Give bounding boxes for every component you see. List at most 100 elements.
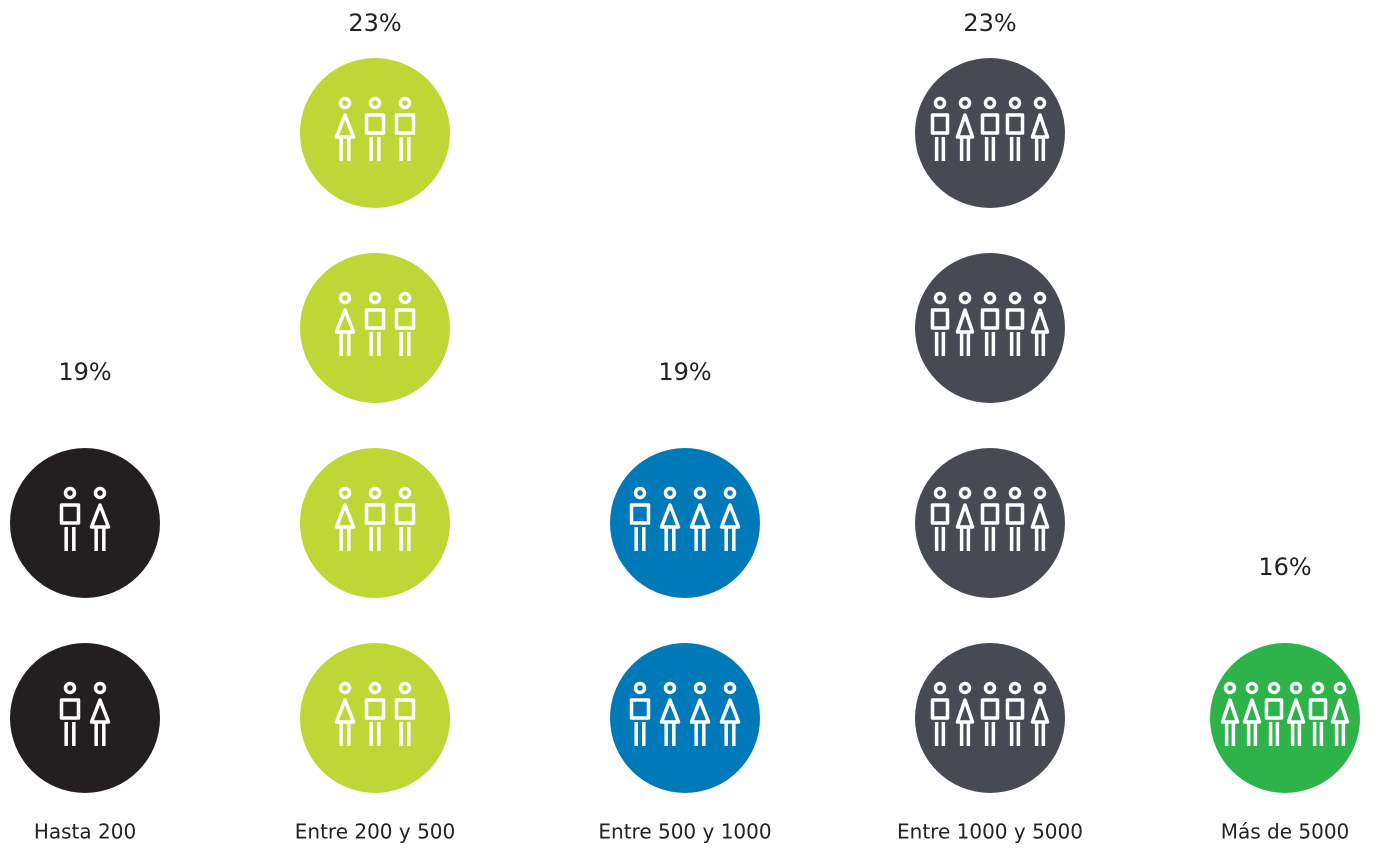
figure-legs: [1034, 722, 1046, 746]
figure-legs: [369, 332, 381, 356]
figure-legs: [64, 527, 76, 551]
pictogram-unit: [300, 58, 450, 208]
figure-body: [629, 698, 651, 720]
figure-legs: [1224, 722, 1236, 746]
figure-body: [1308, 698, 1328, 720]
figure-legs: [369, 137, 381, 161]
figure-head: [958, 96, 972, 110]
figure-body: [1005, 503, 1025, 525]
figure-legs: [399, 332, 411, 356]
figure-legs: [934, 527, 946, 551]
figure-head: [1033, 681, 1047, 695]
figure-body: [719, 698, 741, 724]
figure-head: [398, 681, 412, 695]
figure-body: [334, 503, 356, 529]
figure-body: [980, 698, 1000, 720]
figure-body: [1242, 698, 1262, 724]
figure-head: [633, 486, 647, 500]
value-label: 23%: [963, 9, 1016, 37]
figure-body: [394, 308, 416, 330]
value-label: 19%: [658, 358, 711, 386]
category-label: Entre 1000 y 5000: [897, 820, 1083, 844]
figure-legs: [1009, 722, 1021, 746]
unit-circle: [10, 643, 160, 793]
figure-legs: [339, 137, 351, 161]
pictogram-unit: [1210, 643, 1360, 793]
figure-head: [958, 486, 972, 500]
figure-head: [1333, 681, 1347, 695]
figure-body: [364, 698, 386, 720]
figure-body: [1330, 698, 1350, 724]
unit-circle: [610, 643, 760, 793]
figure-body: [394, 503, 416, 525]
figure-body: [930, 698, 950, 720]
figure-body: [980, 503, 1000, 525]
figure-legs: [724, 722, 736, 746]
figure-head: [958, 291, 972, 305]
figure-head: [1033, 486, 1047, 500]
figure-body: [1030, 698, 1050, 724]
figure-body: [89, 503, 111, 529]
figure-body: [1030, 113, 1050, 139]
pictogram-unit: [915, 448, 1065, 598]
figure-body: [364, 308, 386, 330]
figure-body: [930, 503, 950, 525]
figure-body: [659, 698, 681, 724]
category-label: Hasta 200: [34, 820, 136, 844]
figure-legs: [959, 332, 971, 356]
figure-body: [1005, 698, 1025, 720]
figure-body: [59, 503, 81, 525]
figure-head: [338, 291, 352, 305]
figure-legs: [1034, 332, 1046, 356]
figure-legs: [934, 722, 946, 746]
pictogram-unit: [915, 58, 1065, 208]
figure-head: [983, 486, 997, 500]
figure-legs: [984, 137, 996, 161]
figure-body: [334, 308, 356, 334]
figure-legs: [399, 527, 411, 551]
pictogram-unit: [300, 643, 450, 793]
figure-legs: [64, 722, 76, 746]
figure-legs: [399, 137, 411, 161]
figure-body: [659, 503, 681, 529]
figure-legs: [399, 722, 411, 746]
figure-legs: [934, 137, 946, 161]
figure-legs: [1334, 722, 1346, 746]
figure-body: [394, 113, 416, 135]
pictogram-unit: [610, 448, 760, 598]
figure-body: [930, 113, 950, 135]
figure-legs: [984, 332, 996, 356]
figure-head: [693, 681, 707, 695]
figure-head: [663, 486, 677, 500]
figure-head: [933, 96, 947, 110]
figure-legs: [959, 722, 971, 746]
figure-head: [983, 291, 997, 305]
figure-body: [955, 308, 975, 334]
figure-legs: [694, 722, 706, 746]
figure-legs: [634, 527, 646, 551]
pictogram-unit: [10, 448, 160, 598]
figure-head: [933, 486, 947, 500]
figure-head: [983, 681, 997, 695]
figure-body: [955, 503, 975, 529]
figure-head: [338, 681, 352, 695]
figure-legs: [664, 722, 676, 746]
figure-legs: [934, 332, 946, 356]
figure-legs: [369, 527, 381, 551]
value-label: 16%: [1258, 553, 1311, 581]
figure-legs: [634, 722, 646, 746]
figure-head: [398, 96, 412, 110]
figure-legs: [724, 527, 736, 551]
category-label: Entre 500 y 1000: [598, 820, 771, 844]
pictogram-unit: [915, 643, 1065, 793]
figure-body: [364, 503, 386, 525]
figure-legs: [94, 527, 106, 551]
figure-head: [63, 681, 77, 695]
figure-head: [1267, 681, 1281, 695]
category-label: Más de 5000: [1221, 820, 1350, 844]
figure-head: [983, 96, 997, 110]
figure-body: [689, 503, 711, 529]
figure-head: [338, 96, 352, 110]
figure-legs: [694, 527, 706, 551]
